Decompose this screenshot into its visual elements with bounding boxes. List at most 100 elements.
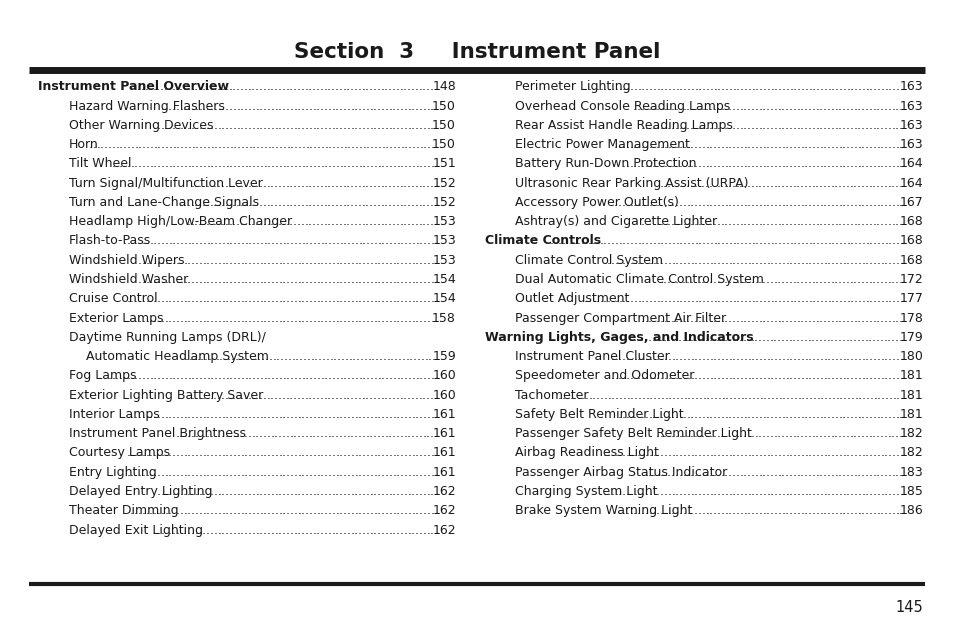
Text: .: . bbox=[392, 293, 395, 305]
Text: .: . bbox=[739, 485, 743, 498]
Text: .: . bbox=[690, 485, 694, 498]
Text: 154: 154 bbox=[432, 293, 456, 305]
Text: .: . bbox=[210, 485, 213, 498]
Text: .: . bbox=[867, 119, 871, 132]
Text: .: . bbox=[208, 350, 212, 363]
Text: .: . bbox=[134, 138, 138, 151]
Text: .: . bbox=[206, 235, 210, 247]
Text: .: . bbox=[739, 504, 742, 517]
Text: .: . bbox=[164, 485, 168, 498]
Text: .: . bbox=[374, 370, 377, 382]
Text: .: . bbox=[428, 350, 432, 363]
Text: .: . bbox=[336, 350, 340, 363]
Text: .: . bbox=[258, 485, 263, 498]
Text: .: . bbox=[335, 466, 339, 479]
Text: .: . bbox=[644, 235, 648, 247]
Text: .: . bbox=[399, 254, 403, 266]
Text: .: . bbox=[172, 100, 175, 113]
Text: .: . bbox=[270, 523, 274, 537]
Text: .: . bbox=[408, 138, 412, 151]
Text: .: . bbox=[868, 196, 872, 209]
Text: .: . bbox=[807, 235, 811, 247]
Text: .: . bbox=[183, 485, 187, 498]
Text: .: . bbox=[781, 408, 784, 421]
Text: .: . bbox=[735, 446, 740, 459]
Text: .: . bbox=[217, 273, 221, 286]
Text: .: . bbox=[130, 504, 134, 517]
Text: .: . bbox=[815, 196, 819, 209]
Text: .: . bbox=[285, 485, 290, 498]
Text: .: . bbox=[822, 350, 826, 363]
Text: .: . bbox=[765, 119, 769, 132]
Text: .: . bbox=[145, 408, 150, 421]
Text: .: . bbox=[156, 523, 160, 537]
Text: .: . bbox=[868, 157, 872, 170]
Text: .: . bbox=[430, 312, 434, 324]
Text: .: . bbox=[281, 196, 285, 209]
Text: .: . bbox=[883, 293, 887, 305]
Text: .: . bbox=[837, 312, 841, 324]
Text: .: . bbox=[731, 100, 735, 113]
Text: .: . bbox=[625, 157, 629, 170]
Text: .: . bbox=[281, 119, 286, 132]
Text: .: . bbox=[233, 254, 236, 266]
Text: .: . bbox=[712, 466, 716, 479]
Text: .: . bbox=[329, 350, 333, 363]
Text: .: . bbox=[670, 119, 674, 132]
Text: .: . bbox=[297, 370, 301, 382]
Text: 150: 150 bbox=[432, 100, 456, 113]
Text: .: . bbox=[610, 350, 614, 363]
Text: .: . bbox=[787, 177, 792, 190]
Text: .: . bbox=[119, 157, 123, 170]
Text: .: . bbox=[678, 350, 682, 363]
Text: .: . bbox=[690, 389, 694, 402]
Text: .: . bbox=[633, 350, 637, 363]
Text: .: . bbox=[213, 446, 217, 459]
Text: .: . bbox=[760, 331, 765, 344]
Text: .: . bbox=[327, 389, 331, 402]
Text: .: . bbox=[342, 100, 346, 113]
Text: .: . bbox=[880, 350, 883, 363]
Text: .: . bbox=[845, 293, 849, 305]
Text: .: . bbox=[887, 350, 891, 363]
Text: .: . bbox=[864, 157, 868, 170]
Text: .: . bbox=[876, 485, 880, 498]
Text: .: . bbox=[894, 312, 898, 324]
Text: .: . bbox=[659, 80, 663, 93]
Text: .: . bbox=[685, 350, 690, 363]
Text: .: . bbox=[754, 408, 758, 421]
Text: .: . bbox=[860, 177, 863, 190]
Text: .: . bbox=[316, 293, 320, 305]
Text: .: . bbox=[894, 157, 899, 170]
Text: .: . bbox=[426, 100, 430, 113]
Text: .: . bbox=[357, 177, 361, 190]
Text: .: . bbox=[133, 293, 138, 305]
Text: .: . bbox=[656, 350, 659, 363]
Text: .: . bbox=[202, 370, 206, 382]
Text: .: . bbox=[883, 446, 887, 459]
Text: .: . bbox=[750, 408, 754, 421]
Text: .: . bbox=[342, 312, 347, 324]
Text: .: . bbox=[172, 254, 175, 266]
Text: .: . bbox=[399, 196, 403, 209]
Text: .: . bbox=[781, 485, 784, 498]
Text: .: . bbox=[380, 370, 385, 382]
Text: .: . bbox=[164, 293, 168, 305]
Text: .: . bbox=[876, 350, 880, 363]
Text: .: . bbox=[788, 235, 792, 247]
Text: .: . bbox=[671, 350, 675, 363]
Text: .: . bbox=[853, 138, 857, 151]
Text: .: . bbox=[834, 100, 838, 113]
Text: .: . bbox=[727, 254, 732, 266]
Text: .: . bbox=[587, 235, 591, 247]
Text: 161: 161 bbox=[432, 408, 456, 421]
Text: .: . bbox=[152, 273, 156, 286]
Text: .: . bbox=[426, 408, 430, 421]
Text: Theater Dimming: Theater Dimming bbox=[69, 504, 178, 517]
Text: .: . bbox=[796, 485, 800, 498]
Text: .: . bbox=[868, 485, 872, 498]
Text: .: . bbox=[784, 466, 788, 479]
Text: .: . bbox=[811, 196, 815, 209]
Text: .: . bbox=[704, 312, 708, 324]
Text: .: . bbox=[289, 119, 294, 132]
